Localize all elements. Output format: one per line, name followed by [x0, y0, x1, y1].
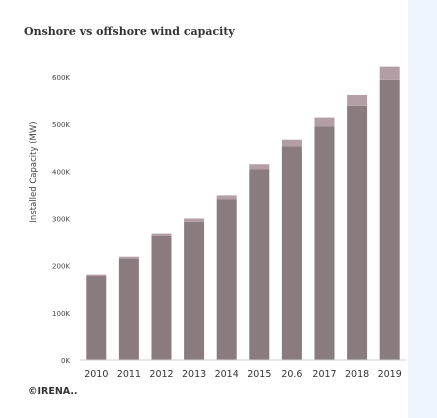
y-tick-label: 400K: [52, 168, 70, 176]
x-tick-label: 20.6: [281, 369, 302, 380]
x-tick-label: 2018: [345, 369, 369, 380]
offshore-bar: [151, 233, 172, 236]
offshore-bar: [184, 218, 205, 222]
y-tick-label: 600K: [52, 74, 70, 82]
onshore-bar: [184, 221, 205, 360]
onshore-bar: [249, 169, 270, 360]
onshore-bar: [118, 258, 139, 360]
offshore-bar: [281, 139, 302, 147]
right-background-strip: [408, 0, 437, 418]
x-tick-label: 2012: [149, 369, 173, 380]
onshore-bar: [314, 126, 335, 361]
x-tick-label: 2014: [215, 369, 239, 380]
source-credit: ©IRENA..: [28, 386, 78, 397]
x-tick-label: 2010: [84, 369, 108, 380]
onshore-bar: [281, 146, 302, 360]
y-tick-label: 500K: [52, 121, 70, 129]
x-tick-label: 2011: [117, 369, 141, 380]
onshore-bar: [86, 276, 107, 360]
y-tick-label: 200K: [52, 263, 70, 271]
offshore-bar: [216, 195, 237, 200]
offshore-bar: [347, 94, 368, 106]
y-tick-label: 100K: [52, 310, 70, 318]
offshore-bar: [249, 164, 270, 170]
onshore-bar: [216, 199, 237, 360]
x-tick-label: 2017: [312, 369, 336, 380]
chart-title: Onshore vs offshore wind capacity: [24, 25, 235, 38]
offshore-bar: [118, 256, 139, 259]
offshore-bar: [379, 66, 400, 80]
y-tick-label: 0K: [61, 357, 70, 365]
offshore-bar: [314, 117, 335, 127]
onshore-bar: [151, 235, 172, 360]
y-tick-label: 300K: [52, 216, 70, 224]
onshore-bar: [347, 105, 368, 360]
x-tick-label: 2019: [378, 369, 402, 380]
onshore-bar: [379, 79, 400, 360]
x-tick-label: 2013: [182, 369, 206, 380]
x-tick-label: 2015: [247, 369, 271, 380]
offshore-bar: [86, 274, 107, 277]
